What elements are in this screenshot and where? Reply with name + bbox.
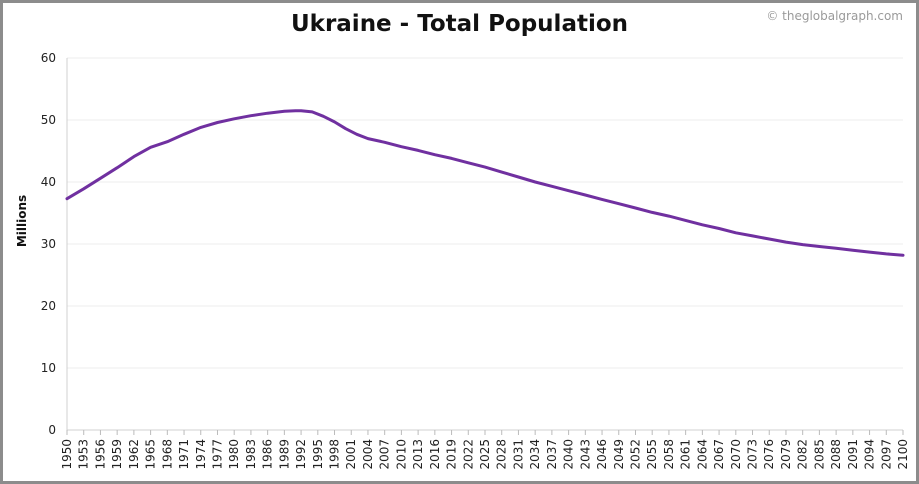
y-tick-labels: 0 10 20 30 40 50 60: [41, 51, 56, 437]
x-tick-label: 1974: [194, 439, 208, 470]
y-tick-label: 20: [41, 299, 56, 313]
x-tick-label: 2046: [595, 439, 609, 470]
x-tick-label: 1983: [244, 439, 258, 470]
y-tick-label: 0: [48, 423, 56, 437]
x-tick-label: 2061: [679, 439, 693, 470]
x-tick-label: 1980: [227, 439, 241, 470]
x-tick-label: 2058: [662, 439, 676, 470]
x-tick-label: 1965: [144, 439, 158, 470]
x-tick-label: 2052: [628, 439, 642, 470]
x-tick-label: 2094: [863, 439, 877, 470]
x-tick-label: 1971: [177, 439, 191, 470]
x-tick-label: 2073: [746, 439, 760, 470]
x-tick-label: 2100: [896, 439, 910, 470]
y-tick-label: 60: [41, 51, 56, 65]
x-tick-label: 1989: [277, 439, 291, 470]
x-tick-label: 1986: [261, 439, 275, 470]
grid-lines: [67, 57, 903, 369]
x-tick-label: 1968: [160, 439, 174, 470]
x-tick-label: 2025: [478, 439, 492, 470]
x-tick-label: 2013: [411, 439, 425, 470]
x-tick-label: 1995: [311, 439, 325, 470]
x-tick-label: 2037: [545, 439, 559, 470]
series-line-0: [65, 109, 905, 257]
x-tick-label: 2070: [729, 439, 743, 470]
x-tick-label: 2091: [846, 439, 860, 470]
y-tick-label: 50: [41, 113, 56, 127]
x-tick-labels: 1950 1953 1956 1959 1962 1965 1968 1971 1974 1977…: [60, 439, 910, 470]
x-tick-label: 2079: [779, 439, 793, 470]
series-group: [65, 109, 905, 257]
x-tick-label: 1953: [77, 439, 91, 470]
x-tick-label: 2055: [645, 439, 659, 470]
x-tick-label: 2085: [812, 439, 826, 470]
x-tick-label: 2007: [378, 439, 392, 470]
x-tick-label: 2031: [511, 439, 525, 470]
x-tick-label: 2040: [562, 439, 576, 470]
x-tick-label: 2022: [461, 439, 475, 470]
x-tick-label: 2088: [829, 439, 843, 470]
x-tick-label: 1950: [60, 439, 74, 470]
x-tick-label: 2016: [428, 439, 442, 470]
x-tick-label: 2076: [762, 439, 776, 470]
x-tick-label: 1992: [294, 439, 308, 470]
x-tick-label: 2043: [578, 439, 592, 470]
chart-title: Ukraine - Total Population: [290, 11, 629, 37]
x-tick-label: 2064: [695, 439, 709, 470]
watermark: © theglobalgraph.com: [766, 9, 903, 23]
x-tick-label: 2019: [445, 439, 459, 470]
y-tick-label: 40: [41, 175, 56, 189]
x-tick-label: 2010: [394, 439, 408, 470]
x-tick-label: 2082: [796, 439, 810, 470]
x-tick-label: 1956: [93, 439, 107, 470]
x-tick-label: 2034: [528, 439, 542, 470]
x-tick-label: 1998: [328, 439, 342, 470]
x-tick-label: 2097: [879, 439, 893, 470]
x-tick-label: 1959: [110, 439, 124, 470]
x-tick-label: 2001: [344, 439, 358, 470]
x-tick-label: 1962: [127, 439, 141, 470]
axes: [66, 58, 904, 435]
y-tick-label: 10: [41, 361, 56, 375]
x-tick-label: 2028: [495, 439, 509, 470]
y-tick-label: 30: [41, 237, 56, 251]
x-tick-label: 2049: [612, 439, 626, 470]
x-tick-label: 2067: [712, 439, 726, 470]
x-tick-label: 1977: [210, 439, 224, 470]
x-tick-label: 2004: [361, 439, 375, 470]
